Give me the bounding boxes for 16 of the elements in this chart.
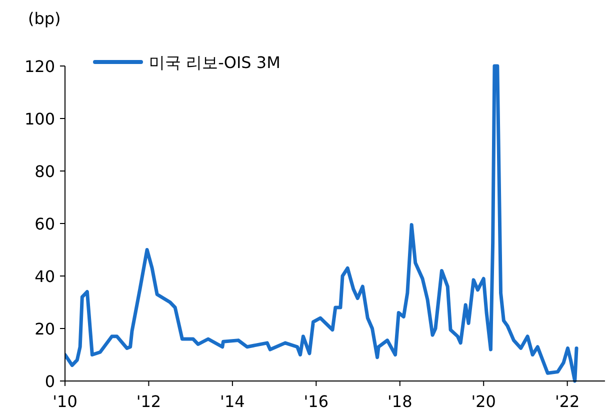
y-tick-label: 40 bbox=[34, 267, 55, 286]
y-tick-label: 80 bbox=[34, 162, 55, 181]
x-tick-label: '18 bbox=[388, 392, 412, 411]
y-tick-label: 0 bbox=[44, 372, 55, 391]
y-tick-label: 60 bbox=[34, 214, 55, 234]
y-tick-label: 100 bbox=[24, 110, 55, 128]
x-tick-label: '12 bbox=[136, 392, 162, 411]
x-tick-label: '22 bbox=[554, 392, 580, 411]
x-tick-label: '16 bbox=[304, 392, 329, 411]
x-tick-label: '14 bbox=[220, 392, 245, 411]
legend-label: 미국 리보-OIS 3M bbox=[149, 53, 280, 72]
y-tick-label: 20 bbox=[34, 320, 55, 338]
y-axis-title: (bp) bbox=[28, 9, 61, 28]
y-tick-label: 120 bbox=[24, 57, 55, 76]
x-tick-label: '10 bbox=[52, 392, 78, 411]
x-tick-label: '20 bbox=[471, 392, 496, 411]
